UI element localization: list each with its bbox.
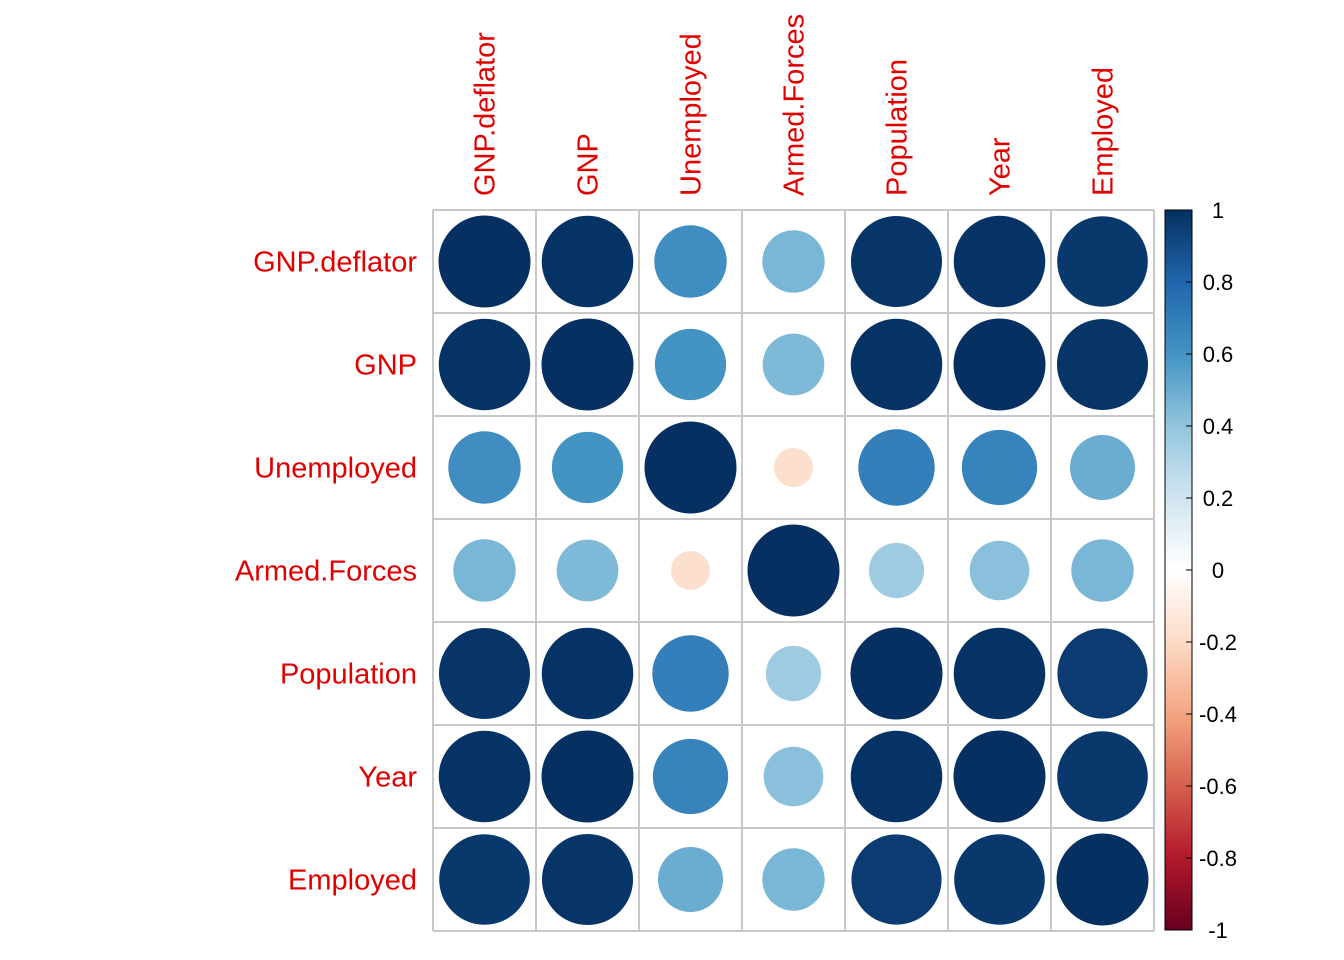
corr-circle-Employed-GNP <box>541 833 634 926</box>
corr-circle-Year-Year <box>953 730 1046 823</box>
corr-circle-Population-Unemployed <box>652 635 729 712</box>
corr-circle-Population-Population <box>850 627 943 720</box>
corr-circle-Armed.Forces-Employed <box>1071 539 1134 602</box>
corr-circle-Year-GNP.deflator <box>438 730 531 823</box>
corr-circle-GNP.deflator-GNP.deflator <box>438 215 531 308</box>
corr-circle-Employed-Population <box>851 834 942 925</box>
colorbar-tick-label: -0.6 <box>1199 774 1237 799</box>
corr-circle-Armed.Forces-Population <box>868 542 925 599</box>
corr-circle-Unemployed-Employed <box>1069 434 1136 501</box>
corr-circle-GNP-GNP.deflator <box>438 318 531 411</box>
row-label: GNP.deflator <box>253 247 417 279</box>
corr-circle-Employed-Employed <box>1056 833 1149 926</box>
corr-circle-Unemployed-GNP.deflator <box>448 431 521 504</box>
column-label: Year <box>985 137 1017 196</box>
corr-circle-Unemployed-Population <box>858 429 935 506</box>
corr-circle-Population-Year <box>953 627 1046 720</box>
corr-circle-GNP-Unemployed <box>654 328 727 401</box>
colorbar-ticks: 1 0.8 0.6 0.4 0.2 0 -0.2 -0.4 -0.6 -0.8 -1 <box>1186 198 1237 943</box>
corr-circle-Year-Population <box>850 730 943 823</box>
column-labels: GNP.deflator GNP Unemployed Armed.Forces Pop… <box>470 14 1120 196</box>
colorbar-tick-label: -1 <box>1208 918 1228 943</box>
corr-circle-Employed-Unemployed <box>657 846 724 913</box>
colorbar-tick-label: 0.2 <box>1203 486 1234 511</box>
corr-circle-Population-Employed <box>1057 628 1148 719</box>
colorbar-tick-label: 0 <box>1212 558 1224 583</box>
row-label: GNP <box>354 350 417 382</box>
colorbar-tick-label: -0.2 <box>1199 630 1237 655</box>
corr-circle-Unemployed-Unemployed <box>644 421 737 514</box>
column-label: Employed <box>1088 67 1120 196</box>
colorbar-tick-label: -0.4 <box>1199 702 1237 727</box>
corr-circle-Unemployed-Armed.Forces <box>773 447 814 488</box>
corr-circle-Population-GNP <box>541 627 634 720</box>
column-label: Population <box>882 59 914 196</box>
correlation-circles <box>438 215 1149 926</box>
row-label: Year <box>358 762 417 794</box>
row-label: Armed.Forces <box>235 556 417 588</box>
corr-circle-Employed-Year <box>954 834 1045 925</box>
column-label: Armed.Forces <box>779 14 811 196</box>
colorbar-tick-label: 1 <box>1212 198 1224 223</box>
corr-circle-Armed.Forces-GNP.deflator <box>453 539 516 602</box>
corr-circle-Unemployed-Year <box>961 429 1038 506</box>
column-label: Unemployed <box>676 33 708 196</box>
corr-circle-GNP.deflator-Employed <box>1057 216 1148 307</box>
corr-circle-Year-Unemployed <box>652 738 729 815</box>
corr-circle-GNP-Employed <box>1056 318 1149 411</box>
row-label: Unemployed <box>254 453 417 485</box>
grid-lines <box>432 209 1155 932</box>
colorbar-tick-label: 0.8 <box>1203 270 1234 295</box>
corr-circle-Year-Employed <box>1057 731 1148 822</box>
colorbar-tick-label: 0.6 <box>1203 342 1234 367</box>
corr-circle-GNP-GNP <box>541 318 634 411</box>
colorbar-tick-label: -0.8 <box>1199 846 1237 871</box>
corr-circle-Armed.Forces-GNP <box>556 539 619 602</box>
row-label: Population <box>280 659 417 691</box>
corr-circle-Year-GNP <box>541 730 634 823</box>
corr-circle-GNP-Year <box>953 318 1046 411</box>
column-label: GNP.deflator <box>470 32 502 196</box>
colorbar: 1 0.8 0.6 0.4 0.2 0 -0.2 -0.4 -0.6 -0.8 -1 <box>1164 198 1237 943</box>
colorbar-tick-label: 0.4 <box>1203 414 1234 439</box>
corr-circle-Population-Armed.Forces <box>765 645 822 702</box>
corr-circle-GNP.deflator-Unemployed <box>654 225 727 298</box>
corr-circle-Employed-GNP.deflator <box>439 834 530 925</box>
corr-circle-Armed.Forces-Unemployed <box>670 550 711 591</box>
corr-circle-Armed.Forces-Armed.Forces <box>747 524 840 617</box>
corr-circle-Population-GNP.deflator <box>438 627 531 720</box>
corr-circle-GNP.deflator-Armed.Forces <box>762 230 825 293</box>
corr-circle-Employed-Armed.Forces <box>762 848 825 911</box>
corr-circle-GNP.deflator-Population <box>850 215 943 308</box>
row-labels: GNP.deflator GNP Unemployed Armed.Forces Pop… <box>235 247 417 897</box>
column-label: GNP <box>573 133 605 196</box>
corr-circle-GNP-Armed.Forces <box>762 333 825 396</box>
corr-circle-Year-Armed.Forces <box>763 746 824 807</box>
row-label: Employed <box>288 865 417 897</box>
corr-circle-GNP.deflator-GNP <box>541 215 634 308</box>
corr-circle-Unemployed-GNP <box>551 431 624 504</box>
corr-circle-GNP.deflator-Year <box>953 215 1046 308</box>
corr-circle-Armed.Forces-Year <box>969 540 1030 601</box>
corr-circle-GNP-Population <box>850 318 943 411</box>
